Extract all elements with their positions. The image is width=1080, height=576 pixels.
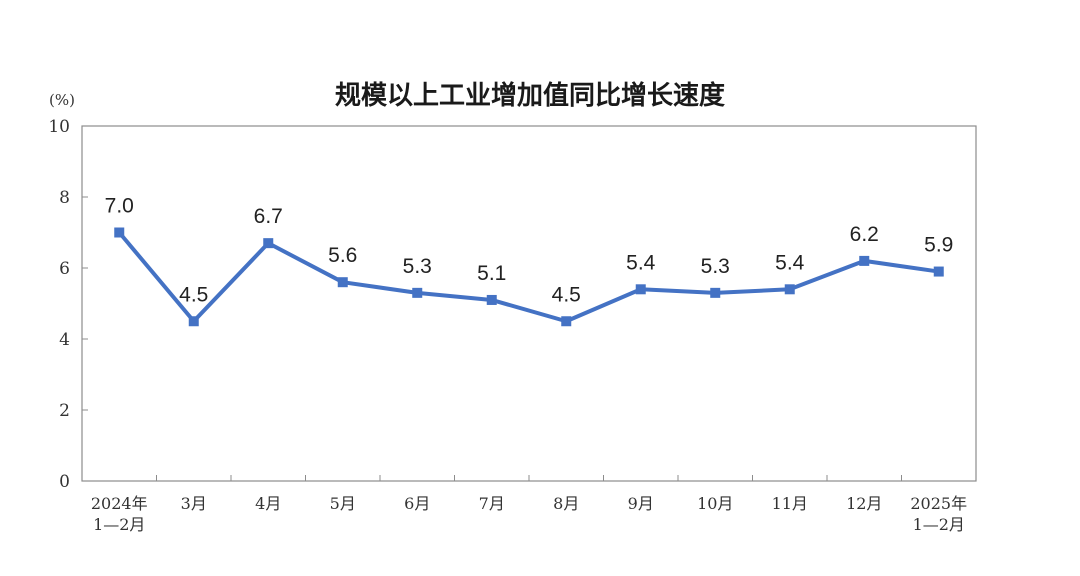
data-label: 5.3: [701, 255, 730, 278]
data-point-marker: [114, 227, 125, 238]
x-axis: 2024年 1—2月 3月 4月 5月 6月 7月 8月 9月 10月 11月 12月 2025年 1—2…: [91, 475, 967, 534]
x-tick-label: 4月: [255, 494, 281, 513]
x-tick-label: 7月: [479, 494, 505, 513]
data-label: 5.9: [924, 234, 953, 257]
y-tick-label: 0: [59, 472, 70, 492]
data-point-marker: [486, 294, 497, 305]
series-line: [117, 230, 941, 324]
x-tick-label: 11月: [772, 494, 808, 513]
data-label: 6.7: [254, 205, 283, 228]
data-point-marker: [263, 238, 274, 249]
x-tick-label: 8月: [553, 494, 579, 513]
data-point-marker: [635, 284, 646, 295]
data-point-marker: [337, 277, 348, 288]
data-label: 4.5: [552, 283, 581, 306]
data-point-marker: [710, 287, 721, 298]
x-tick-label: 2025年: [910, 494, 967, 513]
data-label: 5.4: [626, 251, 656, 274]
data-label: 5.4: [775, 251, 805, 274]
y-tick-label: 6: [59, 259, 70, 279]
data-point-marker: [859, 255, 870, 266]
x-tick-label: 1—2月: [93, 515, 145, 534]
x-tick-label: 9月: [628, 494, 654, 513]
data-label: 7.0: [105, 195, 134, 218]
data-point-marker: [933, 266, 944, 277]
x-tick-label: 12月: [846, 494, 882, 513]
y-tick-label: 10: [48, 117, 70, 137]
series-layer: 7.0 4.5 6.7 5.6 5.3 5.1 4.5 5.4 5.3 5.4 6.2 5.9: [105, 195, 953, 327]
data-label: 6.2: [850, 223, 879, 246]
y-axis-unit: (%): [49, 91, 75, 109]
data-point-marker: [188, 316, 199, 327]
data-label: 5.3: [403, 255, 432, 278]
data-point-marker: [784, 284, 795, 295]
x-tick-label: 3月: [181, 494, 207, 513]
y-tick-label: 8: [59, 188, 70, 208]
x-tick-label: 5月: [330, 494, 356, 513]
plot-area-frame: [81, 125, 977, 482]
data-point-marker: [561, 316, 572, 327]
x-tick-label: 10月: [697, 494, 733, 513]
data-label: 4.5: [179, 283, 208, 306]
data-point-marker: [412, 287, 423, 298]
x-tick-label: 6月: [404, 494, 430, 513]
y-axis: 0 2 4 6 8 10: [48, 117, 88, 492]
data-label: 5.1: [477, 262, 506, 285]
y-tick-label: 2: [59, 401, 70, 421]
data-label: 5.6: [328, 244, 357, 267]
x-tick-label: 2024年: [91, 494, 148, 513]
y-tick-label: 4: [59, 330, 70, 350]
chart-title: 规模以上工业增加值同比增长速度: [335, 80, 725, 111]
x-tick-label: 1—2月: [913, 515, 965, 534]
